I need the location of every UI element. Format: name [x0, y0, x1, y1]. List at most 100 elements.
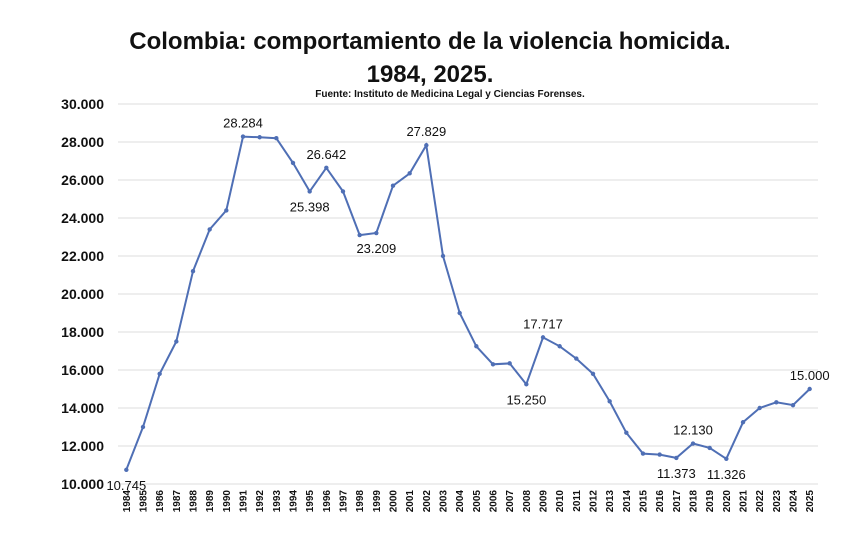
data-point — [807, 386, 812, 392]
data-point — [590, 371, 596, 376]
x-axis-ticks: 1984 1985 1986 1987 1988 1989 1990 1991 1992 1993… — [122, 490, 816, 513]
data-label: 23.209 — [356, 241, 396, 256]
data-point — [707, 445, 712, 451]
data-point — [257, 135, 262, 140]
y-tick-label: 22.000 — [61, 248, 104, 264]
x-tick-label: 1991 — [239, 490, 250, 513]
data-point — [307, 189, 312, 194]
data-point — [540, 335, 546, 340]
x-tick-label: 2015 — [639, 490, 650, 513]
x-tick-label: 2016 — [655, 490, 666, 513]
data-point — [640, 451, 646, 456]
x-tick-label: 2017 — [672, 490, 683, 513]
x-tick-label: 2006 — [489, 490, 500, 513]
data-point — [124, 467, 129, 473]
data-point — [574, 356, 579, 361]
x-tick-label: 1996 — [322, 490, 333, 513]
data-point — [524, 382, 529, 387]
data-point — [774, 400, 779, 405]
x-tick-label: 2003 — [439, 490, 450, 513]
chart-title: Colombia: comportamiento de la violencia… — [129, 28, 731, 55]
y-tick-label: 14.000 — [61, 400, 104, 416]
x-tick-label: 1992 — [255, 490, 266, 513]
data-point — [424, 143, 429, 148]
x-tick-label: 2023 — [772, 490, 783, 513]
data-point — [240, 134, 246, 139]
data-label: 10.745 — [106, 478, 146, 493]
series-line — [125, 135, 811, 471]
data-point — [790, 402, 796, 408]
data-label: 11.326 — [707, 467, 746, 482]
x-tick-label: 2019 — [705, 490, 716, 513]
data-point — [507, 361, 512, 366]
data-label: 27.829 — [406, 124, 446, 139]
data-point — [607, 399, 612, 404]
data-label: 12.130 — [673, 423, 713, 438]
data-point — [207, 227, 212, 232]
data-point — [140, 424, 146, 430]
x-tick-label: 2025 — [805, 490, 816, 513]
x-tick-label: 1986 — [155, 490, 166, 513]
x-tick-label: 2024 — [789, 490, 800, 513]
x-tick-label: 2020 — [722, 490, 733, 513]
data-point — [290, 160, 296, 166]
data-point — [357, 232, 362, 238]
data-point — [474, 344, 479, 349]
data-label: 15.250 — [506, 392, 546, 407]
data-point — [340, 189, 346, 194]
y-tick-label: 16.000 — [61, 362, 104, 378]
data-point — [457, 310, 462, 316]
x-tick-label: 2002 — [422, 490, 433, 513]
data-point — [674, 455, 679, 461]
data-point — [724, 456, 729, 462]
y-tick-label: 18.000 — [61, 324, 104, 340]
y-tick-label: 24.000 — [61, 210, 104, 226]
x-tick-label: 2008 — [522, 490, 533, 513]
data-label: 25.398 — [290, 199, 330, 214]
data-point — [624, 430, 629, 435]
data-point — [740, 420, 746, 425]
data-point — [374, 230, 379, 236]
chart-source: Fuente: Instituto de Medicina Legal y Ci… — [315, 89, 585, 100]
x-tick-label: 2013 — [605, 490, 616, 513]
data-label: 17.717 — [523, 316, 563, 331]
data-point — [407, 171, 412, 176]
data-point — [557, 344, 562, 349]
data-point — [274, 136, 279, 141]
x-tick-label: 1987 — [172, 490, 183, 513]
x-tick-label: 1993 — [272, 490, 283, 513]
x-tick-label: 2014 — [622, 490, 633, 513]
data-point — [440, 253, 446, 259]
y-tick-label: 12.000 — [61, 438, 104, 454]
y-tick-label: 10.000 — [61, 476, 104, 492]
x-tick-label: 2005 — [472, 490, 483, 513]
x-tick-label: 2004 — [455, 490, 466, 513]
data-labels: 10.745 28.284 25.398 26.642 23.209 27.829 15.2… — [106, 116, 829, 493]
data-point — [190, 269, 196, 274]
x-tick-label: 2012 — [589, 490, 600, 513]
x-tick-label: 1989 — [205, 490, 216, 513]
series-group — [124, 134, 812, 473]
x-tick-label: 2009 — [539, 490, 550, 513]
x-tick-label: 1988 — [189, 490, 200, 513]
data-label: 15.000 — [790, 368, 830, 383]
data-point — [690, 441, 696, 446]
data-label: 26.642 — [306, 147, 346, 162]
x-tick-label: 2001 — [405, 490, 416, 513]
x-tick-label: 2010 — [555, 490, 566, 513]
x-tick-label: 1990 — [222, 490, 233, 513]
x-tick-label: 1995 — [305, 490, 316, 513]
y-axis-ticks: 10.000 12.000 14.000 16.000 18.000 20.000 22.0… — [61, 96, 104, 492]
x-tick-label: 2022 — [755, 490, 766, 513]
data-point — [157, 371, 162, 376]
data-label: 28.284 — [223, 116, 263, 131]
data-point — [657, 452, 662, 457]
x-tick-label: 1984 — [122, 490, 133, 513]
x-tick-label: 2021 — [739, 490, 750, 513]
chart-subtitle: 1984, 2025. — [366, 61, 494, 88]
y-tick-label: 30.000 — [61, 96, 104, 112]
x-tick-label: 2011 — [572, 490, 583, 512]
x-tick-label: 1994 — [289, 490, 300, 513]
data-point — [490, 362, 496, 367]
